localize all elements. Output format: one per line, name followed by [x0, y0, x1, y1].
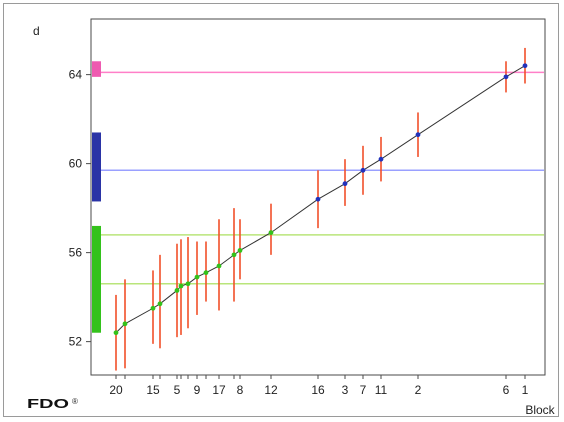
data-point-3: [157, 301, 163, 307]
x-tick-label-6: 6: [503, 383, 510, 397]
data-point-19: [522, 63, 528, 69]
x-tick-label-16: 16: [311, 383, 325, 397]
x-tick-label-12: 12: [264, 383, 278, 397]
data-point-15: [360, 167, 366, 173]
logo-text: FDO: [27, 396, 69, 411]
data-point-9: [216, 263, 222, 269]
fit-line: [115, 65, 526, 334]
data-point-12: [268, 230, 274, 236]
y-tick-label-64: 64: [69, 68, 83, 82]
data-point-16: [378, 156, 384, 162]
range-band-blue: [92, 132, 101, 202]
data-point-0: [113, 330, 119, 336]
data-point-18: [503, 74, 509, 80]
data-point-11: [237, 248, 243, 253]
data-point-10: [231, 252, 237, 258]
logo-mark: ®: [72, 397, 78, 406]
range-band-green: [92, 225, 101, 333]
data-point-5: [178, 283, 184, 289]
x-axis-title: Block: [525, 403, 555, 417]
data-point-4: [174, 288, 180, 293]
x-tick-label-17: 17: [212, 383, 226, 397]
data-point-14: [342, 181, 348, 187]
x-tick-label-11: 11: [375, 383, 388, 397]
x-tick-label-7: 7: [360, 383, 367, 397]
x-tick-label-3: 3: [342, 383, 349, 397]
data-point-1: [122, 321, 128, 327]
data-point-7: [194, 274, 200, 280]
x-tick-label-20: 20: [109, 383, 123, 397]
x-tick-label-15: 15: [146, 383, 160, 397]
x-tick-label-9: 9: [194, 383, 201, 397]
x-tick-label-5: 5: [174, 383, 181, 397]
fdo-logo: FDO ®: [27, 396, 78, 411]
y-tick-label-60: 60: [69, 157, 83, 171]
x-tick-label-1: 1: [522, 383, 529, 397]
data-point-8: [203, 270, 209, 276]
data-point-13: [315, 196, 321, 202]
y-tick-label-52: 52: [69, 335, 83, 349]
y-axis-title: d: [33, 24, 40, 38]
data-point-17: [415, 132, 421, 138]
range-band-pink: [92, 61, 101, 77]
x-tick-label-8: 8: [237, 383, 244, 397]
data-point-2: [150, 305, 156, 311]
x-tick-label-2: 2: [415, 383, 422, 397]
data-point-6: [185, 281, 191, 287]
y-tick-label-56: 56: [69, 246, 83, 260]
